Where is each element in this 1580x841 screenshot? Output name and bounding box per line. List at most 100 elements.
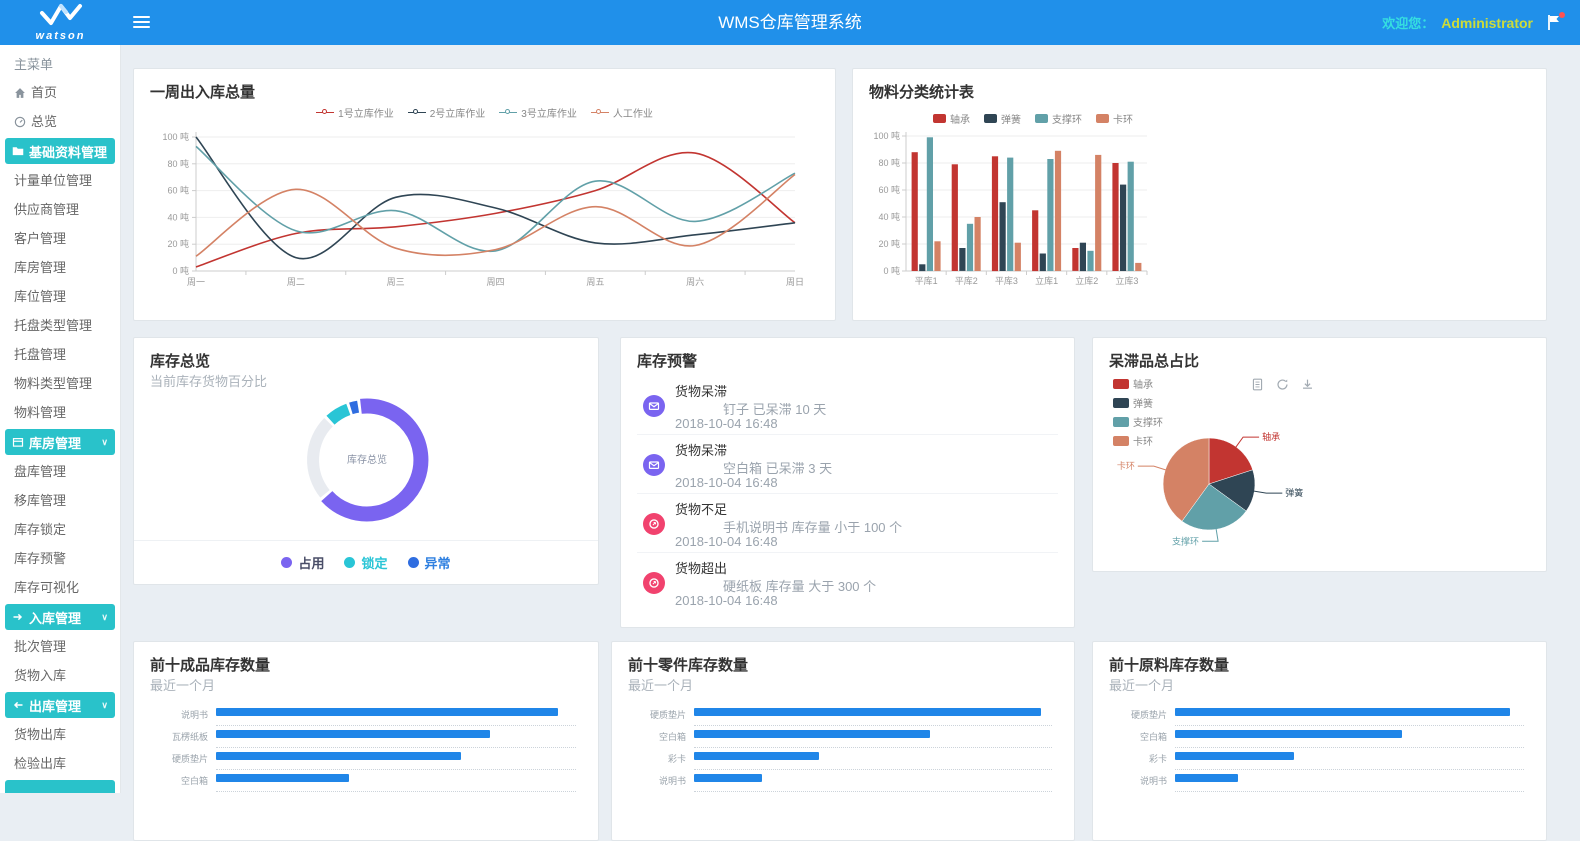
sidebar-caption: 主菜单 (14, 57, 54, 72)
warning-row[interactable]: 货物呆滞 空白箱 已呆滞 3 天 2018-10-04 16:48 (637, 435, 1058, 494)
hbar-row[interactable]: 说明书 (1109, 770, 1524, 792)
sidebar-item-4[interactable]: 供应商管理 (0, 195, 120, 224)
hbar-row[interactable]: 彩卡 (628, 748, 1052, 770)
sidebar-item-8[interactable]: 托盘类型管理 (0, 311, 120, 340)
legend-item[interactable]: 轴承 (1113, 376, 1163, 391)
sidebar-item-9[interactable]: 托盘管理 (0, 340, 120, 369)
inventory-donut-chart[interactable]: 库存总览 (292, 388, 442, 538)
sidebar-item-22[interactable]: 货物出库 (0, 720, 120, 749)
sidebar-group-21[interactable]: 出库管理 ∨ (5, 692, 115, 718)
legend-marker (499, 109, 518, 117)
legend-item[interactable]: 卡环 (1096, 111, 1133, 126)
data-view-icon[interactable] (1251, 378, 1265, 392)
sidebar-item-3[interactable]: 计量单位管理 (0, 166, 120, 195)
hbar-bar (694, 708, 1042, 716)
sidebar-item-20[interactable]: 货物入库 (0, 661, 120, 690)
hbar-gridline (1175, 747, 1524, 748)
sidebar-item-14[interactable]: 移库管理 (0, 486, 120, 515)
line-chart-legend: 1号立库作业 2号立库作业 3号立库作业 人工作业 (134, 105, 835, 120)
legend-item[interactable]: 轴承 (933, 111, 970, 126)
hbar-chart[interactable]: 硬质垫片 空白箱彩卡说明书 (1109, 704, 1524, 792)
sidebar-item-11[interactable]: 物料管理 (0, 398, 120, 427)
legend-label: 弹簧 (1001, 115, 1021, 126)
legend-item[interactable]: 异常 (407, 553, 451, 572)
sidebar-group-12[interactable]: 库房管理 ∨ (5, 429, 115, 455)
sidebar-item-5[interactable]: 客户管理 (0, 224, 120, 253)
notification-flag-icon[interactable] (1546, 11, 1565, 32)
sidebar-item-16[interactable]: 库存预警 (0, 544, 120, 573)
sidebar-item-13[interactable]: 盘库管理 (0, 457, 120, 486)
warning-timestamp: 2018-10-04 16:48 (675, 416, 778, 431)
hbar-row[interactable]: 说明书 (150, 704, 576, 726)
warning-row[interactable]: 货物不足 手机说明书 库存量 小于 100 个 2018-10-04 16:48 (637, 494, 1058, 553)
legend-item[interactable]: 弹簧 (984, 111, 1021, 126)
hbar-track (694, 774, 1052, 782)
card-subtitle: 最近一个月 (150, 678, 216, 693)
legend-item[interactable]: 弹簧 (1113, 395, 1163, 410)
legend-item[interactable]: 卡环 (1113, 433, 1163, 448)
legend-item[interactable]: 支撑环 (1113, 414, 1163, 429)
sidebar-group-18[interactable]: 入库管理 ∨ (5, 604, 115, 630)
refresh-icon[interactable] (1276, 378, 1290, 392)
username-link[interactable]: Administrator (1441, 14, 1533, 31)
sidebar-item-0[interactable]: 首页 (0, 78, 120, 107)
sidebar-item-15[interactable]: 库存锁定 (0, 515, 120, 544)
hbar-row[interactable]: 空白箱 (1109, 726, 1524, 748)
legend-item[interactable]: 占用 (281, 553, 324, 572)
sidebar-item-label: 盘库管理 (14, 464, 67, 479)
card-stagnant-ratio: 呆滞品总占比 轴承 弹簧 支撑环 卡环 轴承 弹簧 支撑环 卡环 (1092, 337, 1547, 572)
hbar-row[interactable]: 说明书 (628, 770, 1052, 792)
legend-item[interactable]: 1号立库作业 (316, 105, 394, 120)
legend-marker (407, 109, 426, 117)
warning-row[interactable]: 货物呆滞 钉子 已呆滞 10 天 2018-10-04 16:48 (637, 376, 1058, 435)
legend-item[interactable]: 支撑环 (1035, 111, 1082, 126)
hbar-row[interactable]: 硬质垫片 (1109, 704, 1524, 726)
hbar-bar (1175, 708, 1511, 716)
sidebar-item-1[interactable]: 总览 (0, 107, 120, 136)
hbar-label: 硬质垫片 (649, 710, 686, 720)
hbar-row[interactable]: 彩卡 (1109, 748, 1524, 770)
hbar-row[interactable]: 瓦楞纸板 (150, 726, 576, 748)
sidebar-item-17[interactable]: 库存可视化 (0, 573, 120, 602)
legend-label: 弹簧 (1133, 399, 1153, 410)
hbar-track (694, 752, 1052, 760)
hbar-chart[interactable]: 说明书 瓦楞纸板 硬质垫片 空白箱 (150, 704, 576, 792)
svg-text:库存总览: 库存总览 (347, 453, 387, 466)
warning-row[interactable]: 货物超出 硬纸板 库存量 大于 300 个 2018-10-04 16:48 (637, 553, 1058, 612)
menu-toggle-icon[interactable] (133, 16, 150, 29)
hbar-row[interactable]: 空白箱 (628, 726, 1052, 748)
legend-dot (281, 557, 293, 568)
download-icon[interactable] (1301, 378, 1315, 392)
svg-text:卡环: 卡环 (1117, 460, 1135, 471)
hbar-row[interactable]: 空白箱 (150, 770, 576, 792)
hbar-row[interactable]: 硬质垫片 (150, 748, 576, 770)
sidebar-item-6[interactable]: 库房管理 (0, 253, 120, 282)
legend-item[interactable]: 人工作业 (590, 105, 653, 120)
app-logo[interactable]: watson (0, 0, 121, 45)
legend-marker (1113, 416, 1129, 427)
sidebar-group-2[interactable]: 基础资料管理 (5, 138, 115, 164)
card-title: 呆滞品总占比 (1109, 353, 1200, 370)
sidebar-item-10[interactable]: 物料类型管理 (0, 369, 120, 398)
legend-item[interactable]: 锁定 (344, 553, 388, 572)
hbar-label: 彩卡 (1148, 754, 1167, 764)
mail-icon (643, 395, 665, 417)
svg-text:20 吨: 20 吨 (167, 238, 189, 249)
sidebar-group-label: 库房管理 (29, 435, 82, 451)
svg-text:0 吨: 0 吨 (883, 265, 900, 276)
weekly-line-chart[interactable]: 0 吨 20 吨 40 吨 60 吨 80 吨 100 吨周一 周二 周三 周四 周五 周六 周日 (150, 125, 821, 305)
legend-item[interactable]: 2号立库作业 (407, 105, 485, 120)
hbar-track (216, 708, 576, 716)
sidebar-item-label: 库存可视化 (14, 580, 80, 595)
sidebar-group-partial[interactable] (5, 780, 115, 793)
sidebar-item-19[interactable]: 批次管理 (0, 632, 120, 661)
legend-item[interactable]: 3号立库作业 (499, 105, 577, 120)
sidebar-item-7[interactable]: 库位管理 (0, 282, 120, 311)
hbar-row[interactable]: 硬质垫片 (628, 704, 1052, 726)
hbar-chart[interactable]: 硬质垫片空白箱 彩卡 说明书 (628, 704, 1052, 792)
warning-title: 货物呆滞 (675, 384, 728, 399)
sidebar-item-23[interactable]: 检验出库 (0, 749, 120, 778)
hbar-bar (694, 774, 763, 782)
